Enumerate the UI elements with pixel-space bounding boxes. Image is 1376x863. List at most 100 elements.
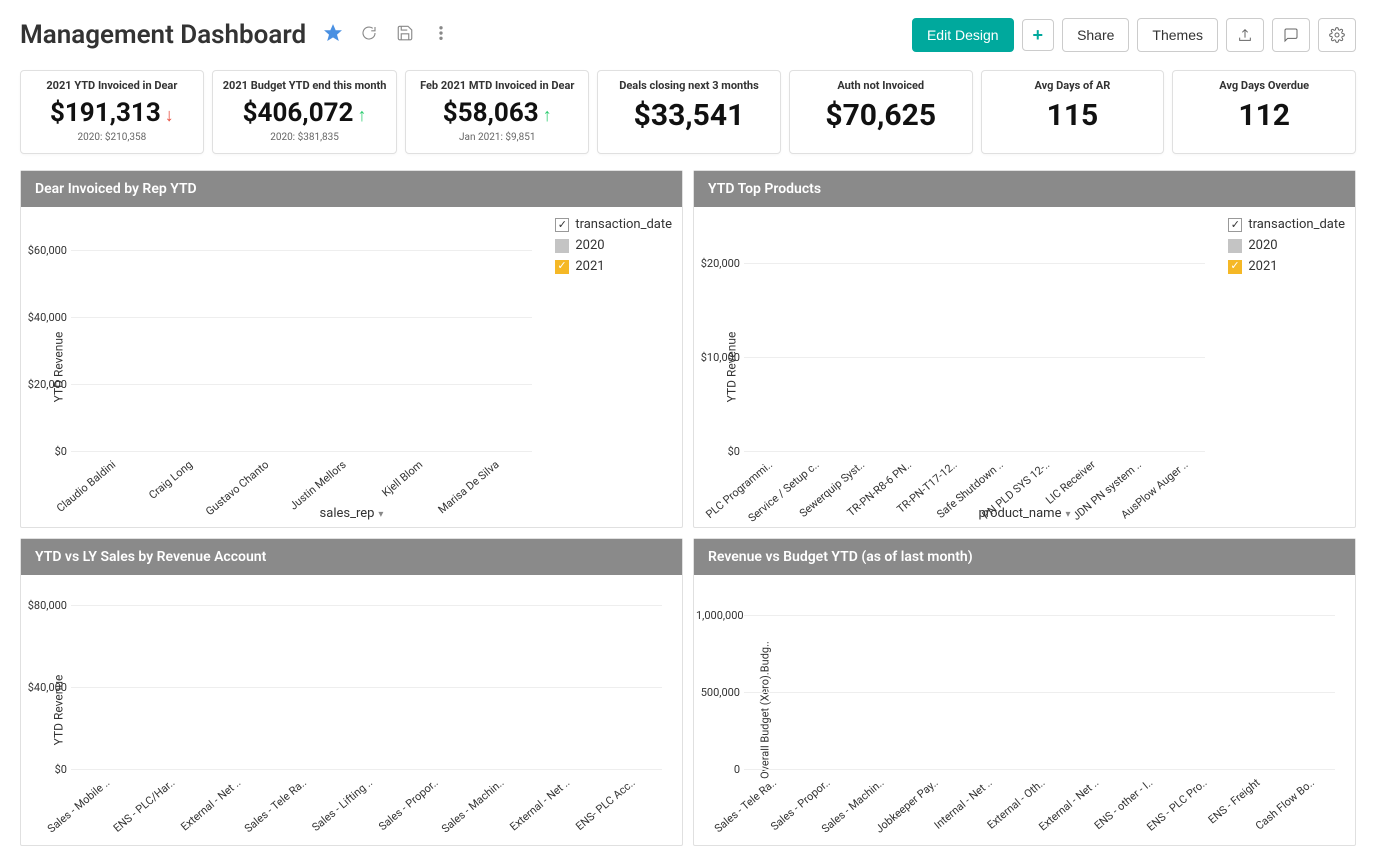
chart-area: $0$10,000$20,000PLC Programmi..Service /…	[744, 217, 1205, 452]
y-tick-label: $0	[23, 445, 67, 458]
kpi-card[interactable]: Avg Days Overdue 112	[1172, 70, 1356, 154]
kpi-label: 2021 Budget YTD end this month	[223, 79, 387, 92]
kpi-card[interactable]: Auth not Invoiced $70,625	[789, 70, 973, 154]
chart-card-invoiced-by-rep: Dear Invoiced by Rep YTD YTD Revenue $0$…	[20, 170, 683, 528]
save-icon[interactable]	[396, 24, 414, 46]
x-tick-label: Claudio Baldini	[54, 458, 118, 515]
chart-legend: ✓ transaction_date 2020 ✓ 2021	[555, 217, 672, 280]
y-tick-label: $40,000	[23, 681, 67, 694]
x-tick-label: Sales - Lifting ..	[309, 776, 375, 834]
y-tick-label: 1,000,000	[696, 609, 740, 622]
x-axis-label[interactable]: sales_rep▾	[320, 506, 384, 521]
x-tick-label: Sales - Mobile ..	[45, 776, 112, 835]
y-tick-label: 0	[696, 763, 740, 776]
x-tick-label: Sales - Propor..	[376, 776, 441, 833]
edit-design-button[interactable]: Edit Design	[912, 18, 1014, 52]
y-tick-label: $20,000	[696, 257, 740, 270]
legend-swatch-2020[interactable]	[555, 239, 569, 253]
export-icon[interactable]	[1226, 18, 1264, 52]
chart-card-ytd-vs-ly: YTD vs LY Sales by Revenue Account YTD R…	[20, 538, 683, 846]
y-tick-label: $10,000	[696, 351, 740, 364]
trend-arrow-icon: ↓	[165, 105, 174, 126]
x-tick-label: Justin Mellors	[287, 458, 348, 513]
chart-area: $0$20,000$40,000$60,000Claudio BaldiniCr…	[71, 217, 532, 452]
x-tick-label: ENS - PLC/Har..	[111, 776, 178, 835]
x-tick-label: Sales - Machin..	[439, 776, 506, 836]
kpi-label: Auth not Invoiced	[800, 79, 962, 92]
x-tick-label: ENS- PLC Acc..	[573, 776, 638, 833]
y-tick-label: $0	[696, 445, 740, 458]
y-tick-label: $40,000	[23, 311, 67, 324]
kpi-card[interactable]: 2021 YTD Invoiced in Dear $191,313↓ 2020: …	[20, 70, 204, 154]
y-tick-label: $20,000	[23, 378, 67, 391]
trend-arrow-icon: ↑	[543, 105, 552, 126]
settings-icon[interactable]	[1318, 18, 1356, 52]
legend-checkbox-icon[interactable]: ✓	[555, 218, 569, 232]
x-tick-label: Sales - Tele Ra..	[712, 776, 779, 835]
trend-arrow-icon: ↑	[357, 105, 366, 126]
kpi-label: 2021 YTD Invoiced in Dear	[31, 79, 193, 92]
chart-card-top-products: YTD Top Products YTD Revenue $0$10,000$2…	[693, 170, 1356, 528]
page-title: Management Dashboard	[20, 20, 306, 50]
legend-swatch-2020[interactable]	[1228, 239, 1242, 253]
chart-area: $0$40,000$80,000Sales - Mobile ..ENS - P…	[71, 585, 662, 770]
chart-grid: Dear Invoiced by Rep YTD YTD Revenue $0$…	[0, 160, 1376, 856]
refresh-icon[interactable]	[360, 24, 378, 46]
header-actions: Edit Design + Share Themes	[912, 18, 1356, 52]
x-tick-label: External - Net ..	[507, 776, 572, 833]
kpi-label: Avg Days of AR	[992, 79, 1154, 92]
share-button[interactable]: Share	[1062, 18, 1129, 52]
kpi-value: $406,072↑	[223, 98, 387, 128]
kpi-card[interactable]: Deals closing next 3 months$33,541	[597, 70, 781, 154]
x-axis-label[interactable]: product_name▾	[979, 506, 1071, 521]
kpi-label: Deals closing next 3 months	[608, 79, 770, 92]
chart-area: 0500,0001,000,000Sales - Tele Ra..Sales …	[744, 585, 1335, 770]
legend-label: 2020	[1248, 238, 1277, 253]
kpi-value: $191,313↓	[31, 98, 193, 128]
kpi-card[interactable]: Feb 2021 MTD Invoiced in Dear$58,063↑Jan…	[405, 70, 589, 154]
comment-icon[interactable]	[1272, 18, 1310, 52]
kpi-label: Avg Days Overdue	[1183, 79, 1345, 92]
legend-swatch-2021[interactable]: ✓	[1228, 260, 1242, 274]
y-axis-label: YTD Revenue	[51, 332, 65, 403]
kpi-card[interactable]: Avg Days of AR 115	[981, 70, 1165, 154]
kpi-card[interactable]: 2021 Budget YTD end this month $406,072↑ 2…	[212, 70, 398, 154]
chart-title: YTD Top Products	[694, 171, 1355, 207]
y-axis-label: YTD Revenue	[724, 332, 738, 403]
kpi-sublabel: 2020: $381,835	[223, 132, 387, 143]
header: Management Dashboard Edit Design + Share…	[0, 0, 1376, 64]
chart-title: YTD vs LY Sales by Revenue Account	[21, 539, 682, 575]
x-tick-label: Cash Flow Bo..	[1253, 776, 1317, 833]
x-tick-label: Craig Long	[146, 458, 195, 502]
x-tick-label: Kjell Blom	[379, 458, 425, 499]
x-tick-label: External - Net ..	[179, 776, 244, 833]
legend-label: 2021	[1248, 259, 1277, 274]
chart-title: Revenue vs Budget YTD (as of last month)	[694, 539, 1355, 575]
legend-label: 2021	[575, 259, 604, 274]
y-tick-label: $80,000	[23, 599, 67, 612]
x-tick-label: ENS - Freight	[1206, 776, 1263, 826]
themes-button[interactable]: Themes	[1137, 18, 1218, 52]
kpi-sublabel: 2020: $210,358	[31, 132, 193, 143]
legend-swatch-2021[interactable]: ✓	[555, 260, 569, 274]
x-tick-label: Marisa De Silva	[436, 458, 502, 516]
legend-label: 2020	[575, 238, 604, 253]
kpi-value: $58,063↑	[416, 98, 578, 128]
y-tick-label: $60,000	[23, 244, 67, 257]
star-icon[interactable]	[324, 24, 342, 46]
kpi-row: 2021 YTD Invoiced in Dear $191,313↓ 2020: …	[0, 64, 1376, 160]
kpi-label: Feb 2021 MTD Invoiced in Dear	[416, 79, 578, 92]
kpi-value: 115	[992, 98, 1154, 133]
chart-legend: ✓ transaction_date 2020 ✓ 2021	[1228, 217, 1345, 280]
legend-checkbox-icon[interactable]: ✓	[1228, 218, 1242, 232]
y-tick-label: $0	[23, 763, 67, 776]
legend-header: transaction_date	[1248, 217, 1345, 232]
more-icon[interactable]	[432, 24, 450, 46]
header-icons	[324, 24, 450, 46]
add-button[interactable]: +	[1022, 19, 1055, 51]
x-tick-label: Internal - Net ..	[931, 776, 994, 832]
chart-card-revenue-vs-budget: Revenue vs Budget YTD (as of last month)…	[693, 538, 1356, 846]
kpi-value: $70,625	[800, 98, 962, 133]
legend-header: transaction_date	[575, 217, 672, 232]
kpi-value: 112	[1183, 98, 1345, 133]
